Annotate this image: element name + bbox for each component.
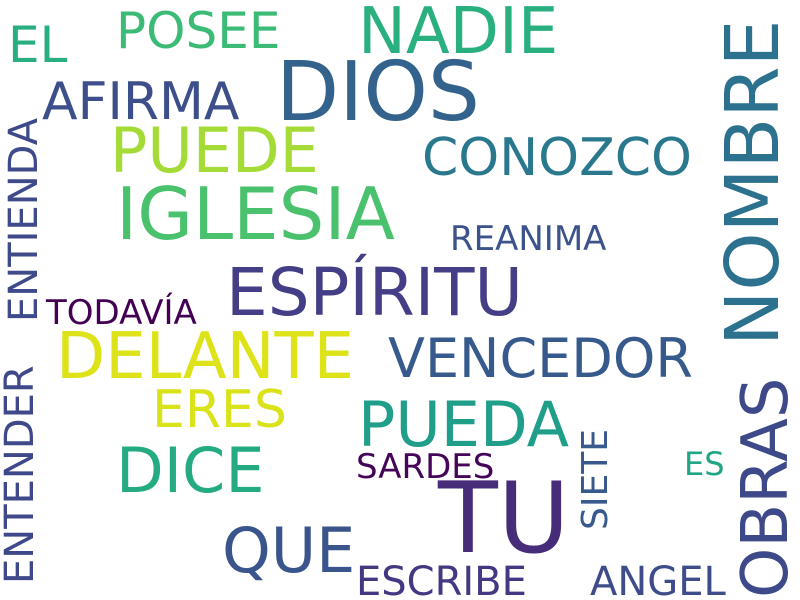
word-delante: DELANTE [56, 320, 355, 394]
word-vencedor: VENCEDOR [388, 327, 693, 390]
word-entienda: ENTIENDA [1, 117, 47, 322]
word-el: EL [8, 16, 68, 74]
word-sardes: SARDES [356, 447, 495, 487]
word-tu: TU [438, 462, 570, 576]
word-entender: ENTENDER [0, 365, 43, 584]
word-afirma: AFIRMA [42, 72, 240, 132]
word-obras: OBRAS [729, 377, 800, 598]
word-eres: ERES [152, 380, 287, 440]
word-puede: PUEDE [110, 114, 319, 187]
word-todavia: TODAVÍA [46, 293, 197, 333]
word-espiritu: ESPÍRITU [226, 254, 523, 331]
word-nombre: NOMBRE [710, 19, 796, 346]
word-dios: DIOS [276, 45, 480, 140]
word-siete: SIETE [575, 429, 616, 530]
word-que: QUE [222, 514, 356, 587]
word-dice: DICE [116, 434, 265, 507]
word-es: ES [684, 445, 725, 483]
word-nadie: NADIE [358, 0, 559, 69]
word-pueda: PUEDA [358, 388, 570, 461]
word-conozco: CONOZCO [422, 128, 692, 188]
word-escribe: ESCRIBE [356, 559, 527, 600]
word-iglesia: IGLESIA [116, 172, 395, 256]
word-posee: POSEE [116, 2, 281, 60]
word-reanima: REANIMA [450, 219, 607, 259]
word-angel: ANGEL [590, 559, 726, 600]
